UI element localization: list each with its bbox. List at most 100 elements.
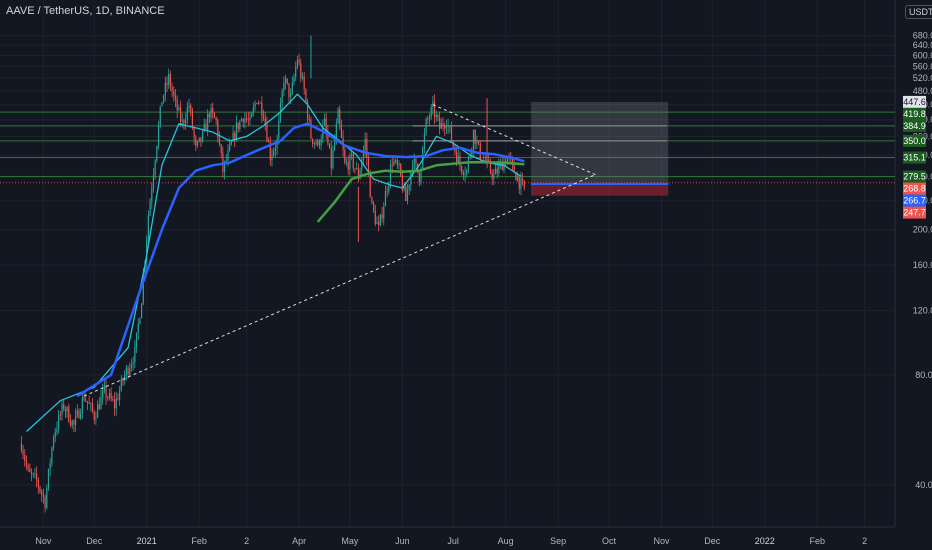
- candle-body: [432, 101, 434, 108]
- candle-body: [127, 367, 129, 375]
- x-tick-label: Apr: [292, 536, 306, 546]
- candle-body: [96, 404, 99, 418]
- candle-body: [398, 163, 400, 166]
- candle-body: [151, 188, 153, 202]
- candle-body: [171, 86, 173, 92]
- y-tick-label: 480.0: [913, 86, 932, 96]
- candle-body: [234, 132, 236, 140]
- price-axis-label-bg: [903, 194, 926, 207]
- price-axis-label: 447.6: [903, 97, 926, 107]
- x-tick-label: Feb: [191, 536, 207, 546]
- candle-body: [66, 406, 68, 412]
- candle-body: [137, 323, 139, 333]
- candle-body: [293, 76, 295, 83]
- x-tick-label: Sep: [550, 536, 566, 546]
- y-tick-label: 40.0: [915, 480, 932, 490]
- candle-body: [223, 161, 226, 173]
- candle-body: [107, 397, 109, 399]
- candle-body: [462, 171, 464, 175]
- candle-body: [337, 109, 339, 124]
- candle-body: [147, 215, 149, 240]
- candle-body: [32, 473, 34, 475]
- trend-line: [83, 174, 596, 397]
- candle-body: [359, 170, 361, 180]
- candle-body: [91, 403, 94, 412]
- candle-body: [284, 78, 287, 84]
- candle-body: [308, 119, 310, 120]
- candle-body: [447, 125, 449, 127]
- candle-body: [161, 101, 163, 107]
- x-tick-label: Nov: [653, 536, 670, 546]
- candle-body: [25, 460, 28, 466]
- candle-body: [427, 118, 429, 120]
- currency-badge[interactable]: USDT: [905, 5, 932, 19]
- candle-body: [356, 168, 358, 170]
- candle-body: [201, 130, 204, 142]
- candle-body: [379, 214, 381, 226]
- candle-body: [291, 82, 293, 94]
- candle-body: [476, 141, 478, 144]
- y-tick-label: 120.0: [913, 306, 932, 316]
- candle-body: [63, 404, 65, 410]
- candle-body: [271, 155, 273, 160]
- candle-body: [222, 152, 224, 173]
- candle-body: [278, 120, 280, 139]
- candle-body: [229, 144, 231, 151]
- y-tick-label: 600.0: [913, 50, 932, 60]
- candle-body: [242, 119, 244, 123]
- candle-body: [357, 168, 359, 180]
- candles: [20, 35, 525, 513]
- candle-body: [244, 118, 246, 123]
- candle-body: [230, 141, 232, 145]
- candle-body: [20, 443, 22, 451]
- y-tick-label: 520.0: [913, 73, 932, 83]
- candle-body: [90, 403, 92, 405]
- candle-body: [169, 73, 172, 87]
- candle-body: [340, 124, 343, 138]
- candle-body: [273, 150, 275, 156]
- candle-body: [152, 175, 155, 189]
- candle-body: [61, 404, 63, 415]
- candle-body: [376, 222, 378, 224]
- candle-body: [405, 186, 407, 202]
- candle-body: [301, 76, 304, 79]
- candle-body: [125, 367, 127, 375]
- x-tick-label: Dec: [86, 536, 103, 546]
- x-tick-label: Jun: [395, 536, 410, 546]
- candle-body: [59, 414, 61, 416]
- candle-body: [39, 486, 41, 492]
- candle-body: [105, 385, 107, 398]
- candle-body: [266, 124, 268, 141]
- price-axis-label-bg: [903, 95, 926, 108]
- candle-body: [367, 158, 370, 173]
- candle-body: [269, 142, 271, 160]
- candle-body: [141, 303, 143, 319]
- candle-body: [430, 107, 432, 118]
- candle-body: [406, 189, 409, 202]
- candle-body: [246, 118, 248, 120]
- candle-body: [181, 120, 183, 122]
- candle-body: [212, 108, 214, 113]
- candle-body: [464, 173, 466, 175]
- candle-body: [493, 174, 495, 179]
- candle-body: [298, 59, 300, 64]
- candle-body: [178, 107, 180, 111]
- candle-body: [523, 180, 525, 188]
- candle-body: [327, 132, 329, 144]
- candle-body: [437, 115, 439, 118]
- candle-body: [362, 149, 365, 161]
- candle-body: [205, 124, 207, 130]
- candle-body: [215, 117, 217, 121]
- candle-body: [76, 410, 78, 416]
- x-tick-label: Jul: [447, 536, 459, 546]
- candle-body: [68, 406, 70, 422]
- candle-body: [330, 148, 332, 169]
- candle-body: [112, 399, 114, 400]
- candle-body: [139, 318, 141, 324]
- candle-body: [135, 332, 138, 347]
- candle-body: [196, 141, 199, 146]
- candle-body: [239, 120, 241, 130]
- candle-body: [186, 107, 188, 120]
- candle-body: [27, 465, 29, 469]
